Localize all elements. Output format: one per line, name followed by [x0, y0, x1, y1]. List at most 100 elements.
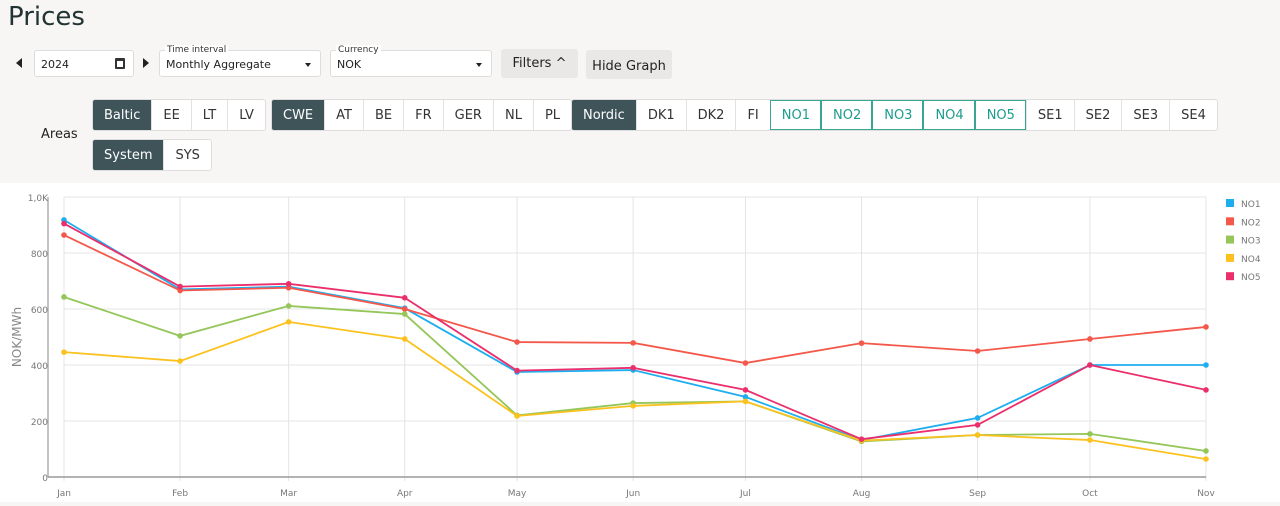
legend-swatch-no4 [1226, 253, 1234, 262]
data-point-no2 [630, 340, 636, 346]
x-tick-label: Jun [625, 489, 640, 499]
data-point-no4 [742, 398, 749, 405]
next-year-button[interactable] [143, 58, 149, 68]
time-interval-value: Monthly Aggregate [166, 58, 271, 71]
x-tick-label: May [508, 489, 527, 499]
data-point-no2 [177, 287, 183, 294]
area-button-baltic[interactable]: Baltic [93, 100, 152, 130]
area-button-no2[interactable]: NO2 [820, 100, 873, 130]
data-point-no1 [974, 415, 981, 421]
area-button-system[interactable]: System [93, 140, 164, 170]
data-point-no3 [177, 333, 183, 339]
legend-swatch-no5 [1226, 272, 1234, 281]
area-button-at[interactable]: AT [324, 100, 363, 130]
data-point-no5 [61, 220, 67, 227]
y-tick-label: 400 [31, 362, 48, 372]
data-point-no2 [1087, 336, 1093, 342]
area-button-fr[interactable]: FR [403, 100, 443, 130]
area-button-dk2[interactable]: DK2 [685, 100, 736, 130]
data-point-no5 [858, 436, 865, 442]
data-point-no4 [285, 319, 292, 325]
hide-graph-button[interactable]: Hide Graph [586, 50, 672, 79]
area-button-sys[interactable]: SYS [163, 140, 210, 170]
series-line-no3 [63, 296, 1207, 452]
area-button-be[interactable]: BE [362, 100, 403, 130]
year-value: 2024 [41, 58, 69, 71]
area-button-se2[interactable]: SE2 [1073, 100, 1122, 130]
currency-value: NOK [337, 58, 362, 71]
y-tick-label: 200 [31, 418, 48, 428]
area-button-se1[interactable]: SE1 [1025, 100, 1074, 130]
area-button-nl[interactable]: NL [492, 100, 533, 130]
currency-label: Currency [336, 45, 381, 55]
area-button-fi[interactable]: FI [735, 100, 769, 130]
x-tick-label: Apr [397, 489, 413, 499]
legend-swatch-no2 [1226, 217, 1234, 226]
data-point-no5 [630, 365, 636, 371]
data-point-no4 [1203, 456, 1209, 462]
area-button-nordic[interactable]: Nordic [572, 100, 636, 130]
legend-label-no1: NO1 [1241, 200, 1261, 210]
data-point-no2 [1203, 324, 1209, 330]
x-tick-label: Jul [739, 489, 751, 499]
data-point-no1 [1203, 362, 1209, 368]
chevron-down-icon [476, 63, 482, 67]
area-button-dk1[interactable]: DK1 [635, 100, 686, 130]
area-button-ger[interactable]: GER [442, 100, 493, 130]
data-point-no5 [177, 283, 183, 290]
data-point-no4 [61, 349, 67, 355]
area-button-pl[interactable]: PL [532, 100, 571, 130]
y-axis-label: NOK/MWh [10, 307, 24, 367]
data-point-no5 [1203, 387, 1209, 393]
year-input[interactable]: 2024 [34, 50, 134, 77]
data-point-no2 [514, 339, 520, 345]
area-group: Baltic EE LT LV [92, 99, 266, 131]
area-button-no5[interactable]: NO5 [974, 100, 1026, 130]
area-button-ee[interactable]: EE [151, 100, 190, 130]
page-title: Prices [8, 2, 85, 32]
currency-select[interactable]: Currency NOK [330, 45, 492, 77]
area-button-se4[interactable]: SE4 [1169, 100, 1217, 130]
data-point-no5 [974, 422, 981, 428]
data-point-no4 [177, 358, 183, 364]
filters-button[interactable]: Filters ^ [501, 49, 578, 78]
x-tick-label: Feb [172, 489, 188, 499]
areas-label: Areas [41, 127, 78, 142]
area-button-no3[interactable]: NO3 [872, 100, 924, 130]
area-button-no1[interactable]: NO1 [769, 100, 821, 130]
legend-label-no2: NO2 [1241, 218, 1261, 228]
data-point-no4 [974, 432, 981, 438]
data-point-no5 [285, 281, 292, 287]
filters-label: Filters [512, 56, 552, 71]
legend-swatch-no1 [1226, 199, 1234, 207]
time-interval-select[interactable]: Time interval Monthly Aggregate [159, 45, 321, 77]
area-button-lt[interactable]: LT [190, 100, 227, 130]
legend-label-no4: NO4 [1241, 255, 1261, 265]
calendar-icon[interactable] [115, 58, 125, 69]
area-button-no4[interactable]: NO4 [923, 100, 975, 130]
data-point-no3 [1203, 448, 1209, 454]
data-point-no2 [401, 306, 408, 312]
data-point-no2 [61, 232, 67, 238]
x-tick-label: Jan [56, 489, 71, 499]
data-point-no2 [285, 284, 292, 291]
data-point-no4 [630, 403, 636, 409]
area-button-lv[interactable]: LV [227, 100, 265, 130]
x-tick-label: Sep [969, 489, 986, 499]
x-tick-label: Mar [280, 489, 297, 499]
chart-svg: 0 200 400 600 800 1,0K Jan Feb Mar Apr May Jun Jul Au… [10, 194, 1261, 499]
legend-label-no5: NO5 [1241, 273, 1261, 283]
data-point-no4 [401, 336, 408, 342]
area-button-cwe[interactable]: CWE [272, 100, 325, 130]
area-button-se3[interactable]: SE3 [1121, 100, 1169, 130]
data-point-no4 [514, 413, 520, 419]
area-group: CWE AT BE FR GER NL PL [271, 99, 573, 131]
data-point-no3 [61, 294, 67, 300]
data-point-no3 [285, 303, 292, 309]
data-point-no5 [514, 367, 520, 374]
x-tick-label: Oct [1082, 489, 1098, 499]
data-point-no1 [742, 394, 749, 400]
previous-year-button[interactable] [16, 58, 22, 68]
legend-swatch-no3 [1226, 235, 1234, 244]
data-point-no5 [1087, 362, 1093, 368]
